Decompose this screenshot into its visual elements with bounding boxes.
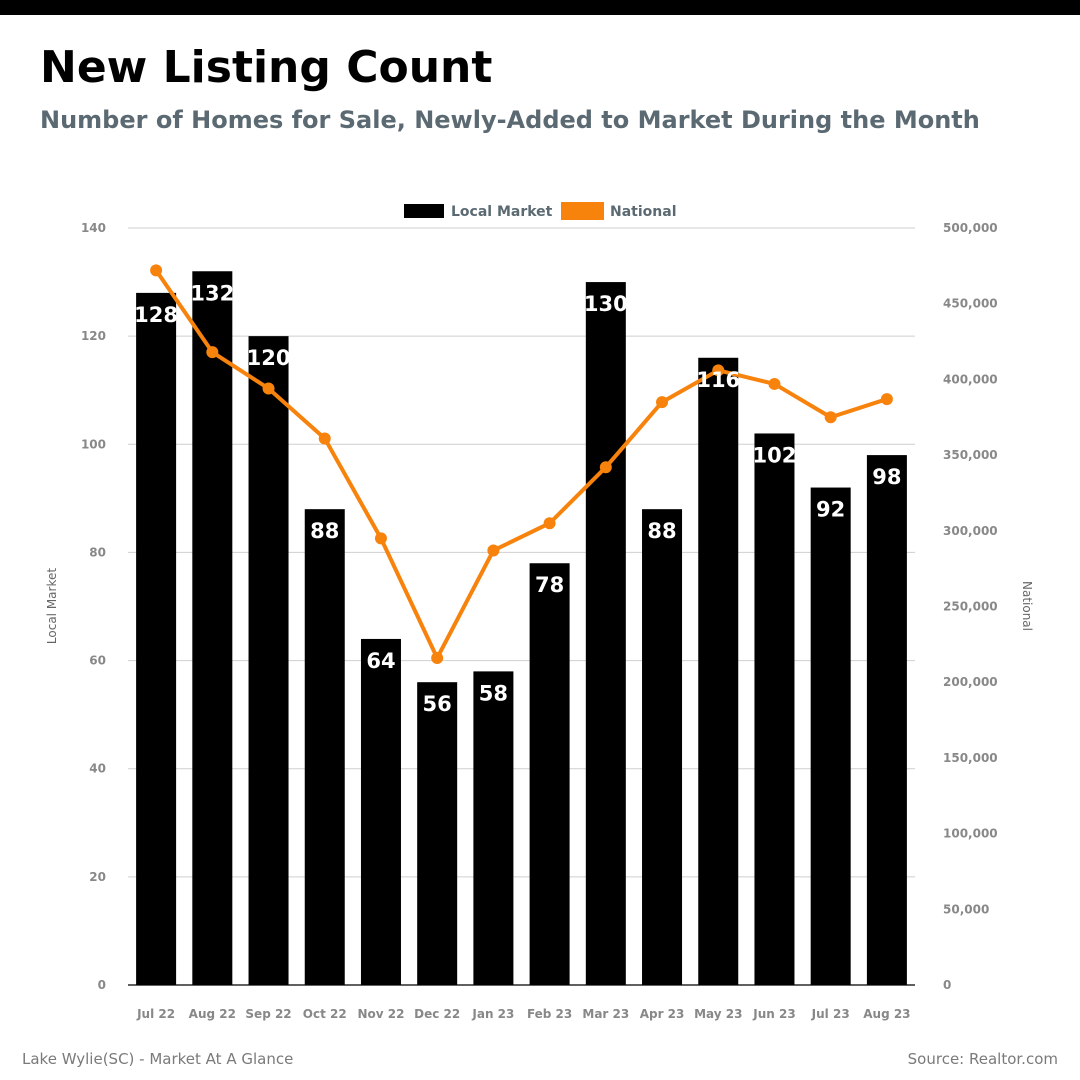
y-tick-label: 140 (81, 221, 106, 235)
national-point (206, 346, 219, 359)
y2-tick-label: 250,000 (943, 600, 998, 614)
x-tick-label: Jun 23 (752, 1007, 795, 1021)
y-tick-label: 120 (81, 329, 106, 343)
bar-value-label: 120 (247, 346, 291, 370)
y2-tick-label: 500,000 (943, 221, 998, 235)
bar-value-label: 58 (479, 681, 508, 705)
y2-tick-label: 200,000 (943, 675, 998, 689)
y2-axis-title: National (1020, 581, 1034, 631)
x-tick-label: Mar 23 (582, 1007, 629, 1021)
bar-value-label: 128 (134, 303, 178, 327)
x-tick-label: Dec 22 (414, 1007, 460, 1021)
national-point (318, 432, 331, 445)
bar-value-label: 64 (366, 649, 395, 673)
bar (248, 336, 289, 986)
y-tick-label: 0 (98, 978, 106, 992)
national-point (768, 377, 781, 390)
national-point (656, 396, 669, 409)
x-tick-label: Jul 23 (811, 1007, 850, 1021)
national-point (262, 382, 275, 395)
national-point (880, 393, 893, 406)
x-tick-label: Aug 22 (189, 1007, 236, 1021)
chart-title: New Listing Count (40, 42, 493, 93)
y-axis-title: Local Market (45, 568, 59, 644)
bar (642, 509, 683, 985)
bar-value-label: 98 (872, 465, 901, 489)
bar (529, 563, 570, 985)
national-point (712, 364, 725, 377)
bar-value-label: 132 (190, 281, 234, 305)
bar-value-label: 92 (816, 498, 845, 522)
bar (304, 509, 345, 985)
legend-swatch-national (561, 202, 604, 220)
y-tick-label: 100 (81, 437, 106, 451)
y2-tick-label: 150,000 (943, 751, 998, 765)
y2-tick-label: 450,000 (943, 297, 998, 311)
national-point (374, 532, 387, 545)
x-tick-label: Jan 23 (471, 1007, 514, 1021)
national-point (599, 461, 612, 474)
bar-value-label: 88 (310, 519, 339, 543)
bar (866, 455, 907, 986)
y-tick-label: 80 (89, 545, 106, 559)
y2-tick-label: 0 (943, 978, 951, 992)
y2-tick-label: 50,000 (943, 902, 989, 916)
x-tick-label: Aug 23 (863, 1007, 910, 1021)
x-tick-label: Nov 22 (357, 1007, 404, 1021)
footer-source: Source: Realtor.com (907, 1050, 1058, 1068)
national-point (543, 517, 556, 530)
bar-value-label: 130 (584, 292, 628, 316)
y-tick-label: 60 (89, 654, 106, 668)
y2-tick-label: 300,000 (943, 524, 998, 538)
bar (360, 638, 401, 985)
top-bar (0, 0, 1080, 15)
chart-subtitle: Number of Homes for Sale, Newly-Added to… (40, 106, 980, 134)
y2-tick-label: 350,000 (943, 448, 998, 462)
bar-value-label: 88 (647, 519, 676, 543)
bar (136, 292, 177, 985)
x-tick-label: Feb 23 (527, 1007, 572, 1021)
bar (810, 487, 851, 985)
bar-value-label: 78 (535, 573, 564, 597)
bar-value-label: 116 (696, 368, 740, 392)
y-tick-label: 20 (89, 870, 106, 884)
y-tick-label: 40 (89, 762, 106, 776)
bar-value-label: 56 (423, 692, 452, 716)
x-tick-label: Sep 22 (245, 1007, 291, 1021)
bar (192, 271, 233, 985)
legend-swatch-local (404, 204, 444, 218)
y2-tick-label: 100,000 (943, 827, 998, 841)
national-point (487, 544, 500, 557)
footer-market-name: Lake Wylie(SC) - Market At A Glance (22, 1050, 294, 1068)
y2-tick-label: 400,000 (943, 372, 998, 386)
national-line (154, 269, 888, 660)
bar-value-label: 102 (753, 443, 797, 467)
bar (417, 682, 458, 985)
national-point (431, 651, 444, 664)
x-tick-label: May 23 (694, 1007, 742, 1021)
bar (698, 357, 739, 985)
bar (473, 671, 514, 985)
national-point (150, 264, 163, 277)
x-tick-label: Oct 22 (303, 1007, 347, 1021)
x-tick-label: Jul 22 (136, 1007, 175, 1021)
legend-label-local: Local Market (451, 204, 553, 220)
bar (754, 433, 795, 985)
bar (585, 282, 626, 986)
legend-label-national: National (610, 204, 677, 220)
x-tick-label: Apr 23 (640, 1007, 685, 1021)
national-point (824, 411, 837, 424)
